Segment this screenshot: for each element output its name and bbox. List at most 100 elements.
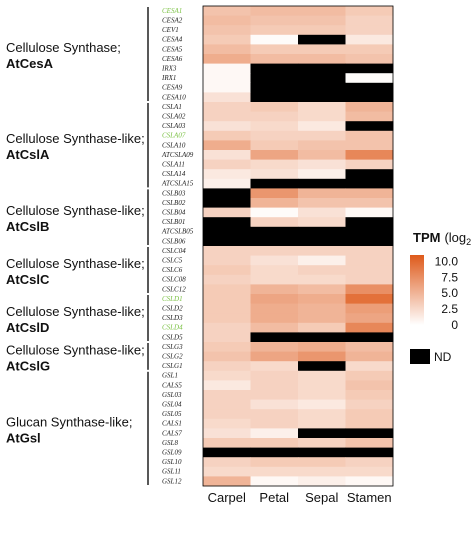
heatmap-cell xyxy=(298,351,346,362)
heatmap-border xyxy=(202,5,394,487)
heatmap-cell xyxy=(345,294,394,304)
legend-tick-label: 10.0 xyxy=(435,254,459,268)
heatmap-cell xyxy=(250,15,299,26)
heatmap-cell xyxy=(345,25,394,36)
heatmap-cell xyxy=(298,140,346,151)
gene-label: GSL04 xyxy=(162,401,182,409)
gene-label: GSL1 xyxy=(162,372,178,380)
gene-label: CALS7 xyxy=(162,429,182,437)
heatmap-cell xyxy=(203,274,251,285)
heatmap-cell xyxy=(298,246,346,256)
heatmap-cell xyxy=(298,428,346,439)
heatmap-cell xyxy=(345,332,394,343)
heatmap-cell xyxy=(298,130,346,141)
group-labels: Cellulose Synthase;AtCesA Cellulose Synth… xyxy=(6,7,149,485)
gene-label: CSLB04 xyxy=(162,209,186,217)
heatmap-cell xyxy=(203,15,251,26)
heatmap-cell xyxy=(250,169,299,180)
heatmap-cell xyxy=(298,313,346,324)
gene-label: IRX1 xyxy=(161,74,176,82)
heatmap-cell xyxy=(203,150,251,160)
gene-label: CSLA11 xyxy=(162,161,185,169)
gene-label: CESA5 xyxy=(162,45,183,53)
gene-label: GSL03 xyxy=(162,391,182,399)
legend-nd-swatch xyxy=(410,349,430,364)
heatmap-cell xyxy=(250,130,299,141)
heatmap-cell xyxy=(345,207,394,218)
heatmap-cell xyxy=(345,313,394,324)
heatmap-cell xyxy=(203,111,251,122)
gene-label: CSLC6 xyxy=(162,266,183,274)
gene-label: IRX3 xyxy=(161,65,177,73)
gene-label: CSLG2 xyxy=(162,353,183,361)
gene-label: CSLB02 xyxy=(162,199,186,207)
heatmap-cell xyxy=(345,409,394,420)
heatmap-cell xyxy=(345,322,394,333)
gene-label: CSLA02 xyxy=(162,113,186,121)
heatmap-cell xyxy=(345,63,394,74)
gene-label: GSL8 xyxy=(162,439,178,447)
gene-label: CSLD4 xyxy=(162,324,183,332)
gene-label: CSLC5 xyxy=(162,257,183,265)
heatmap-cell xyxy=(250,111,299,122)
heatmap-cell xyxy=(250,255,299,266)
heatmap-cell xyxy=(345,6,394,16)
heatmap-cell xyxy=(298,380,346,391)
gene-label: CALS5 xyxy=(162,381,182,389)
heatmap-cell xyxy=(298,342,346,352)
heatmap-cell xyxy=(250,418,299,429)
heatmap-cell xyxy=(345,246,394,256)
gene-label: CSLD5 xyxy=(162,333,183,341)
column-label: Stamen xyxy=(347,490,392,505)
heatmap-cell xyxy=(203,246,251,256)
heatmap-cell xyxy=(298,111,346,122)
heatmap-cell xyxy=(203,188,251,199)
heatmap-cell xyxy=(298,188,346,199)
heatmap-cell xyxy=(203,34,251,45)
heatmap-cell xyxy=(203,380,251,391)
heatmap-cell xyxy=(298,6,346,16)
heatmap-cell xyxy=(345,178,394,189)
heatmap-cell xyxy=(250,274,299,285)
heatmap-cell xyxy=(298,207,346,218)
heatmap-cell xyxy=(250,92,299,103)
heatmap-cell xyxy=(250,82,299,93)
heatmap-cell xyxy=(203,457,251,468)
heatmap-cell xyxy=(250,207,299,218)
heatmap-cell xyxy=(203,44,251,55)
heatmap-cell xyxy=(203,198,251,208)
gene-label: GSL09 xyxy=(162,449,182,457)
heatmap-cell xyxy=(298,150,346,160)
legend-tick-label: 2.5 xyxy=(441,302,458,316)
heatmap-cell xyxy=(203,342,251,352)
heatmap-cell xyxy=(203,102,251,112)
group-title: Cellulose Synthase-like; xyxy=(6,256,145,271)
gene-label: CSLA14 xyxy=(162,170,186,178)
heatmap-cell xyxy=(345,303,394,314)
legend-colorbar xyxy=(410,255,424,325)
heatmap-cell xyxy=(250,457,299,468)
heatmap-cell xyxy=(203,370,251,381)
heatmap-cell xyxy=(345,399,394,410)
heatmap-cell xyxy=(250,44,299,55)
heatmap-cell xyxy=(250,73,299,84)
heatmap-cell xyxy=(203,92,251,103)
heatmap-cell xyxy=(345,351,394,362)
gene-label: GSL10 xyxy=(162,458,182,466)
gene-label: CESA9 xyxy=(162,84,183,92)
heatmap-cell xyxy=(250,246,299,256)
heatmap-cell xyxy=(203,294,251,304)
group-title: Cellulose Synthase-like; xyxy=(6,342,145,357)
legend-nd-label: ND xyxy=(434,350,452,364)
group-subtitle: AtCslD xyxy=(6,320,49,335)
heatmap-cell xyxy=(345,54,394,64)
heatmap-cell xyxy=(250,332,299,343)
gene-label: CSLG3 xyxy=(162,343,183,351)
heatmap-cell xyxy=(250,102,299,112)
heatmap-cell xyxy=(203,236,251,247)
heatmap-cell xyxy=(250,476,299,487)
heatmap-cell xyxy=(298,92,346,103)
heatmap-cell xyxy=(250,380,299,391)
heatmap-cell xyxy=(298,476,346,487)
gene-label: CSLA03 xyxy=(162,122,186,130)
